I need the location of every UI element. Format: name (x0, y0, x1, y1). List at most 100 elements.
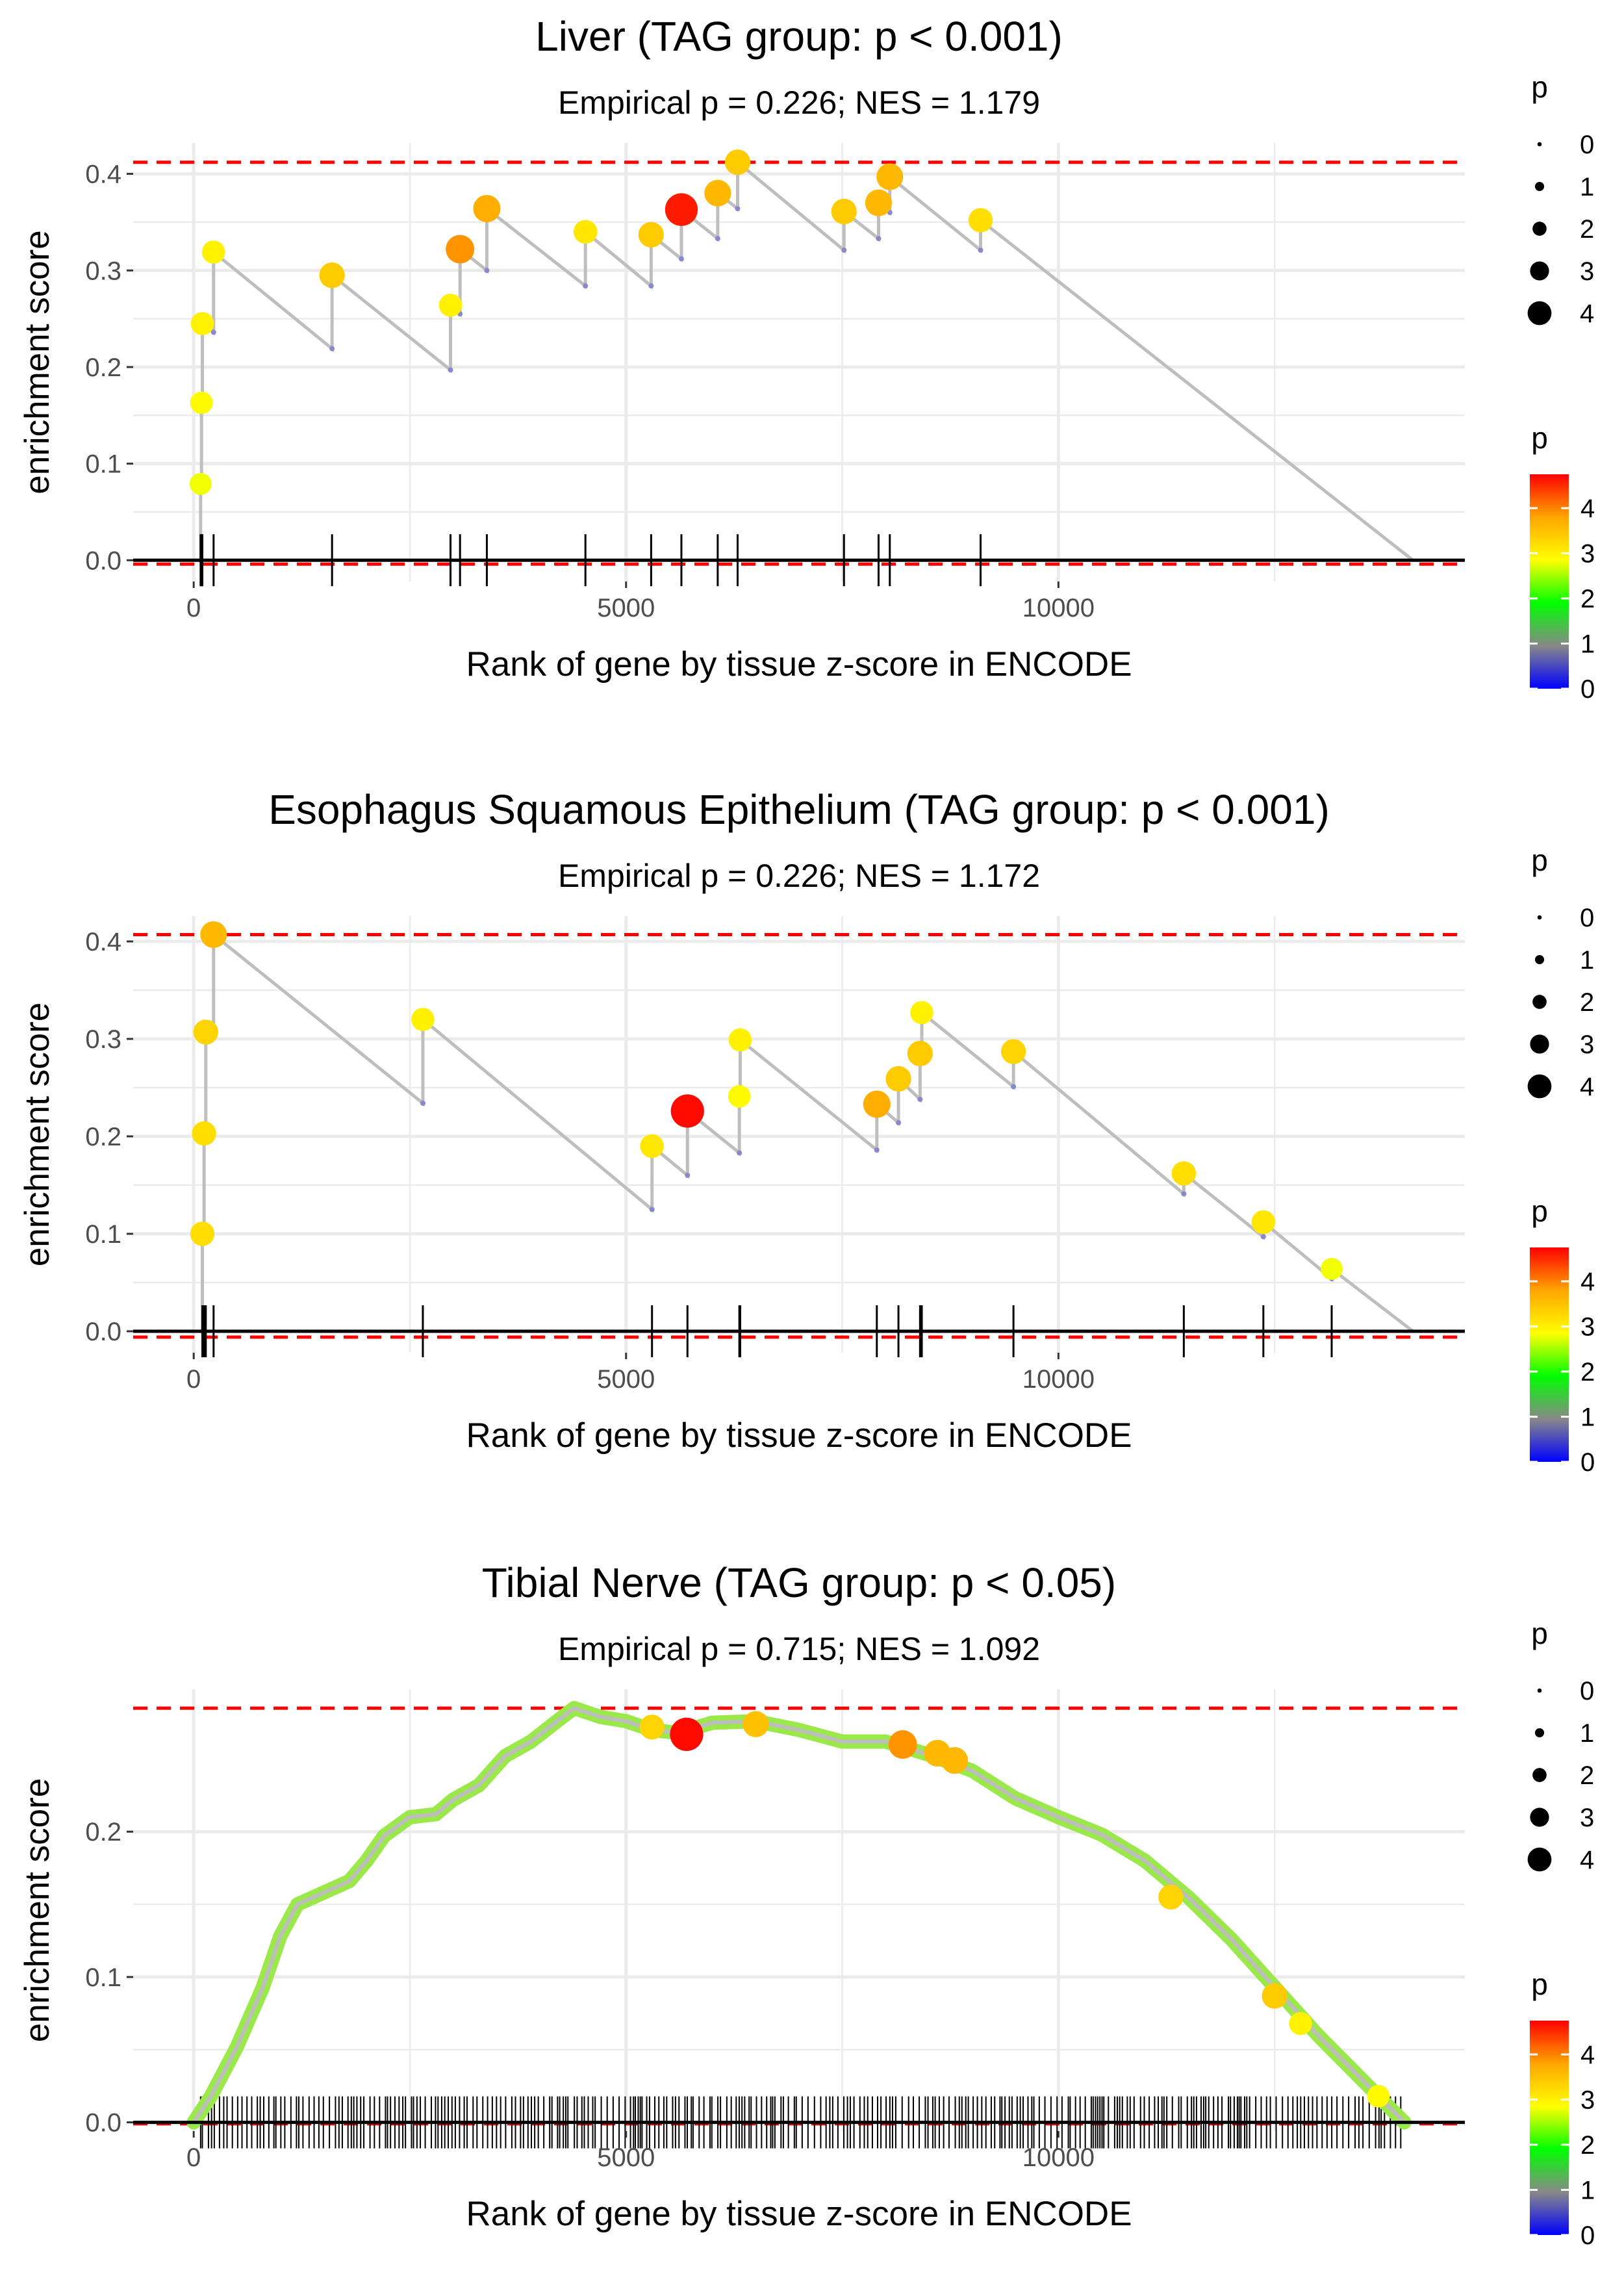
color-legend-label: 4 (1580, 494, 1595, 523)
hit-point (639, 1714, 665, 1740)
running-sum-line (194, 159, 1414, 562)
hit-point (724, 149, 751, 175)
hit-point (742, 1711, 769, 1737)
color-legend-title: p (1531, 1194, 1548, 1228)
hit-point (831, 198, 857, 225)
trough-dot (685, 1173, 691, 1178)
hit-point (201, 240, 225, 264)
hit-point (1171, 1161, 1197, 1186)
chart-panel-1: Liver (TAG group: p < 0.001) Empirical p … (18, 13, 1595, 704)
y-tick-label: 0.1 (85, 450, 121, 479)
size-legend-key (1537, 915, 1542, 920)
trough-dot (735, 206, 741, 212)
chart-subtitle: Empirical p = 0.226; NES = 1.179 (558, 84, 1040, 121)
trough-dot (917, 1097, 923, 1102)
hit-point (728, 1028, 752, 1052)
size-legend: p 0 1 2 3 4 (1527, 843, 1594, 1101)
size-legend-label: 2 (1580, 988, 1594, 1017)
grid (133, 1689, 1465, 2131)
size-legend-label: 1 (1580, 946, 1594, 975)
chart-title: Tibial Nerve (TAG group: p < 0.05) (482, 1559, 1116, 1606)
chart-subtitle: Empirical p = 0.715; NES = 1.092 (558, 1631, 1040, 1667)
grid (133, 916, 1465, 1353)
color-legend-label: 4 (1580, 1268, 1595, 1296)
trough-dot (876, 236, 882, 242)
trough-dot (210, 329, 216, 335)
chart-title: Esophagus Squamous Epithelium (TAG group… (268, 786, 1330, 833)
y-tick-label: 0.3 (85, 1025, 121, 1054)
hit-point (1367, 2084, 1390, 2108)
size-legend-key (1532, 995, 1547, 1009)
size-legend-label: 4 (1580, 300, 1594, 328)
hit-point (888, 1730, 917, 1759)
hit-point (941, 1747, 969, 1774)
size-legend-key (1530, 1808, 1549, 1827)
color-legend-label: 0 (1580, 675, 1595, 704)
hit-point (1289, 2012, 1312, 2036)
hit-point (1262, 1983, 1288, 2009)
y-axis-label: enrichment score (18, 1003, 57, 1267)
trough-dot (649, 1207, 655, 1212)
color-legend-label: 3 (1580, 1313, 1595, 1342)
hit-point (438, 293, 463, 317)
running-sum-line (192, 1706, 1406, 2124)
y-tick-label: 0.3 (85, 257, 121, 285)
x-tick-label: 0 (186, 2143, 201, 2172)
x-tick-label: 5000 (597, 2143, 655, 2172)
y-tick-label: 0.2 (85, 1818, 121, 1846)
size-legend-key (1527, 1847, 1552, 1872)
trough-dot (841, 248, 847, 253)
trough-dot (420, 1101, 425, 1106)
y-tick-label: 0.1 (85, 1963, 121, 1992)
x-tick-label: 10000 (1022, 594, 1095, 622)
x-axis-label: Rank of gene by tissue z-score in ENCODE (466, 645, 1132, 683)
color-legend-label: 2 (1580, 2131, 1595, 2160)
hit-point (968, 208, 993, 233)
size-legend-label: 3 (1580, 257, 1594, 286)
hit-point (573, 220, 598, 244)
running-sum-band (186, 1701, 1412, 2130)
color-legend-label: 3 (1580, 540, 1595, 568)
hit-point (728, 1085, 751, 1108)
size-legend-key (1532, 1768, 1547, 1782)
hit-point (411, 1008, 435, 1031)
color-legend-label: 1 (1580, 630, 1595, 659)
size-legend-key (1537, 142, 1542, 147)
y-tick-label: 0.0 (85, 1318, 121, 1346)
hit-point (670, 1717, 704, 1751)
size-legend-key (1534, 954, 1545, 965)
hit-point (190, 391, 213, 415)
x-axis-label: Rank of gene by tissue z-score in ENCODE (466, 2195, 1132, 2233)
trough-dot (448, 367, 453, 373)
y-tick-label: 0.0 (85, 546, 121, 575)
color-legend: p 4 3 2 1 0 (1530, 421, 1595, 704)
size-legend-title: p (1531, 70, 1548, 104)
size-legend-key (1534, 181, 1545, 192)
size-legend-label: 4 (1580, 1846, 1594, 1874)
size-legend-label: 3 (1580, 1804, 1594, 1832)
size-legend-key (1530, 1034, 1549, 1054)
chart-panel-3: Tibial Nerve (TAG group: p < 0.05) Empiri… (18, 1559, 1595, 2250)
trough-dot (715, 236, 720, 242)
hit-point (1000, 1039, 1026, 1064)
size-legend-label: 2 (1580, 215, 1594, 244)
color-legend-bar (1530, 2021, 1569, 2235)
hit-point (192, 1121, 216, 1146)
trough-dot (648, 283, 654, 289)
hit-point (910, 1001, 933, 1025)
trough-dot (896, 1120, 902, 1125)
size-legend-label: 0 (1580, 1677, 1594, 1706)
x-tick-label: 5000 (597, 1365, 655, 1394)
trough-dot (678, 256, 684, 262)
size-legend-label: 0 (1580, 904, 1594, 932)
y-tick-label: 0.4 (85, 160, 121, 189)
running-sum-line (194, 931, 1414, 1333)
y-tick-label: 0.2 (85, 353, 121, 382)
trough-dot (737, 1150, 742, 1156)
y-tick-label: 0.0 (85, 2109, 121, 2138)
trough-dot (1011, 1084, 1017, 1090)
color-legend-title: p (1531, 1967, 1548, 2001)
color-legend-label: 1 (1580, 1403, 1595, 1432)
trough-dot (583, 283, 589, 289)
